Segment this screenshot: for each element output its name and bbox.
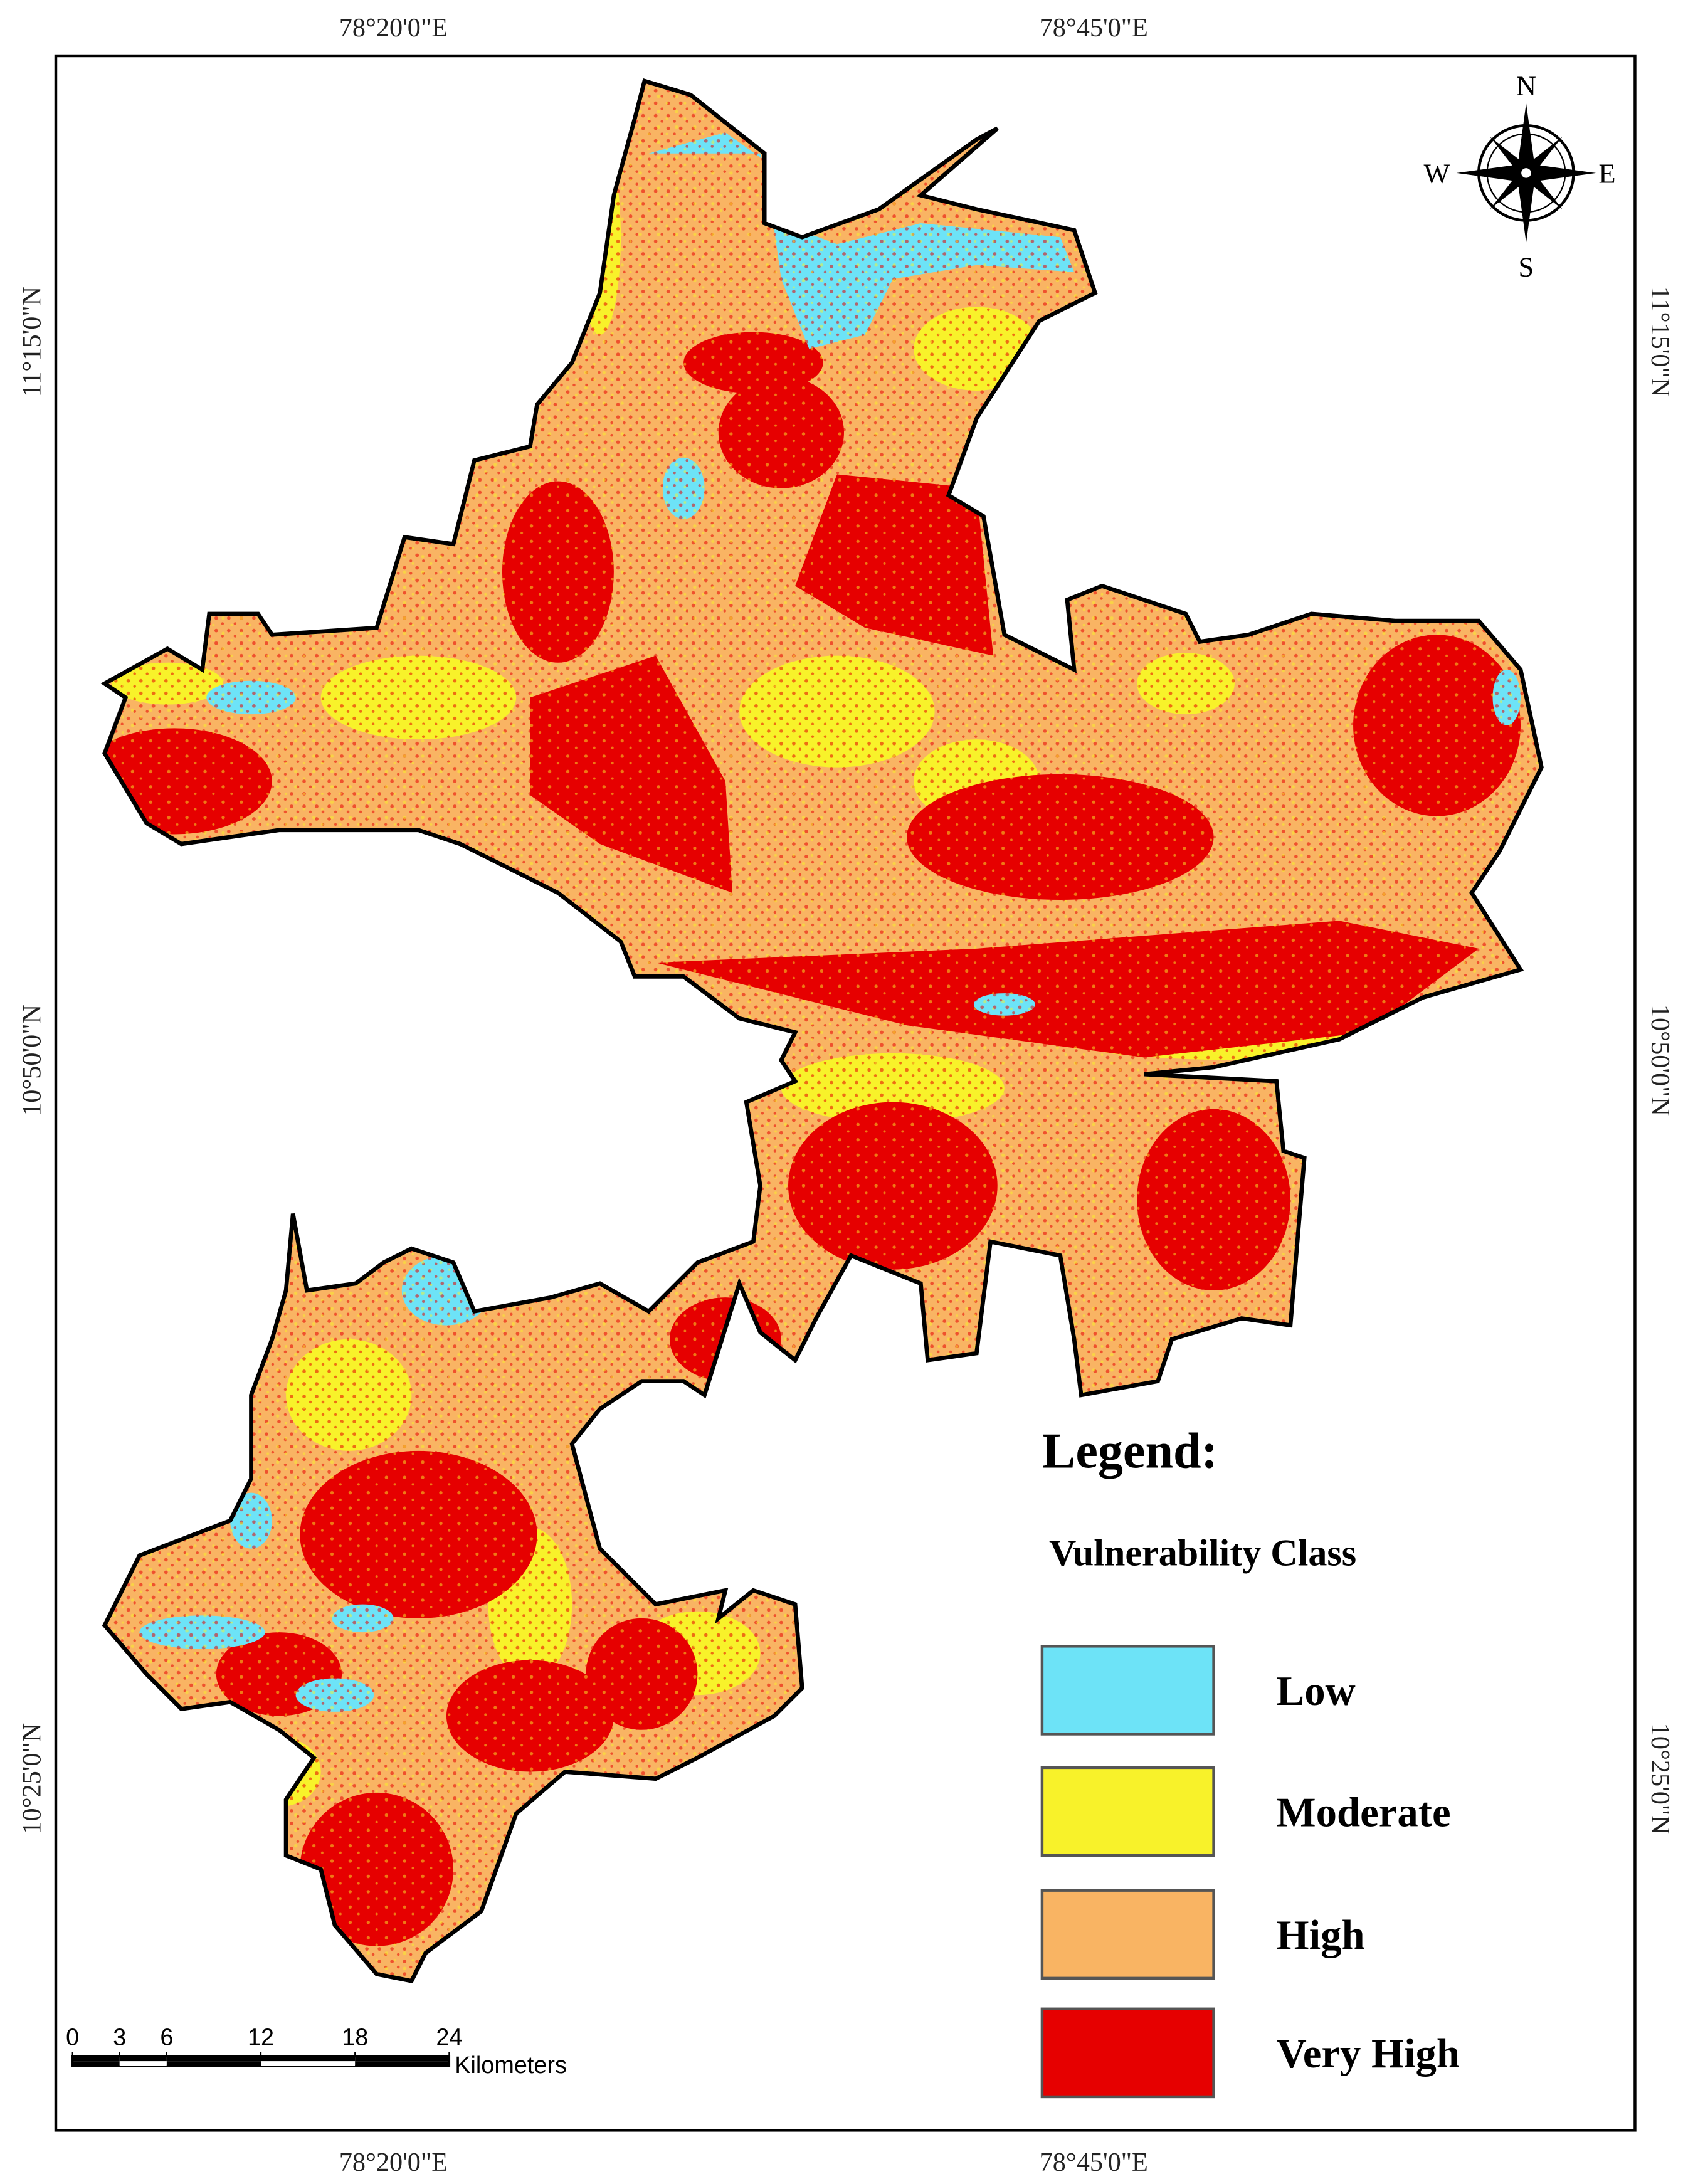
legend-swatch (1040, 1889, 1215, 1980)
legend-title: Legend: (1042, 1424, 1218, 1479)
lon-label: 78°20'0"E (339, 2148, 448, 2177)
scale-tick-label: 12 (248, 2025, 274, 2051)
lat-label: 10°50'0"N (1645, 1005, 1675, 1116)
scale-segment (72, 2056, 120, 2062)
scale-segment (119, 2061, 167, 2067)
compass-letter: N (1516, 70, 1536, 101)
legend-label: High (1277, 1912, 1365, 1958)
scale-tick-label: 24 (436, 2025, 462, 2051)
lat-label: 10°25'0"N (18, 1723, 47, 1835)
legend: Legend: Vulnerability Class Low Moderate H… (1040, 1424, 1460, 2099)
scale-tick-label: 0 (66, 2025, 79, 2051)
scale-tick-label: 18 (342, 2025, 368, 2051)
scale-segment (166, 2056, 261, 2062)
lon-label: 78°20'0"E (339, 13, 448, 43)
scale-segment (355, 2061, 450, 2067)
lat-label: 10°25'0"N (1645, 1723, 1675, 1835)
graticule: 78°20'0"E 78°45'0"E 78°20'0"E 78°45'0"E … (18, 13, 1675, 2177)
compass-letter: E (1598, 157, 1615, 189)
lat-label: 11°15'0"N (18, 287, 47, 397)
lat-label: 10°50'0"N (18, 1005, 47, 1116)
legend-swatch (1040, 1766, 1215, 1857)
scale-segment (119, 2056, 167, 2062)
scale-segment (261, 2056, 356, 2062)
legend-swatch (1040, 1645, 1215, 1736)
lon-label: 78°45'0"E (1040, 2148, 1148, 2177)
scale-tick-label: 3 (113, 2025, 126, 2051)
scale-segment (261, 2061, 356, 2067)
legend-swatch (1040, 2007, 1215, 2099)
scale-tick-label: 6 (160, 2025, 173, 2051)
legend-label: Low (1277, 1669, 1356, 1714)
scale-unit: Kilometers (455, 2052, 567, 2079)
scale-segment (72, 2061, 120, 2067)
north-arrow: N S E W (1424, 70, 1616, 282)
legend-label: Very High (1277, 2031, 1460, 2077)
compass-letter: W (1424, 157, 1450, 189)
legend-label: Moderate (1277, 1790, 1451, 1835)
legend-subtitle: Vulnerability Class (1049, 1531, 1356, 1573)
compass-letter: S (1519, 251, 1534, 283)
scale-segment (355, 2056, 450, 2062)
lat-label: 11°15'0"N (1645, 287, 1675, 397)
scale-segment (166, 2061, 261, 2067)
lon-label: 78°45'0"E (1040, 13, 1148, 43)
